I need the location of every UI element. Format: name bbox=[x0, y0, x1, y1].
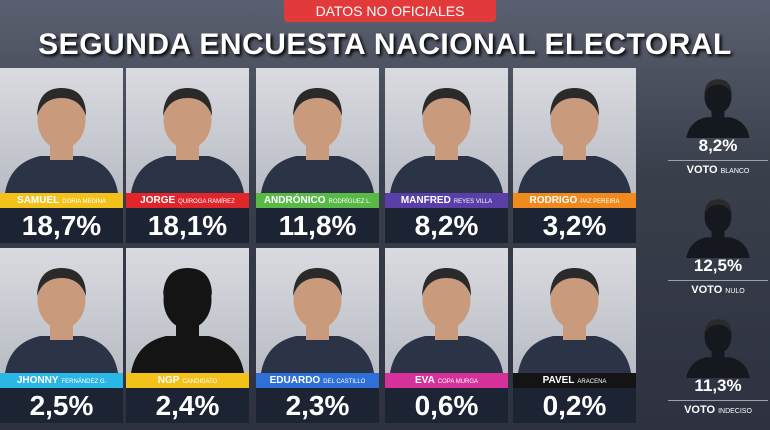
percent: 0,6% bbox=[385, 388, 508, 423]
percent: 18,7% bbox=[0, 208, 123, 243]
badge: DATOS NO OFICIALES bbox=[284, 0, 496, 22]
percent: 8,2% bbox=[385, 208, 508, 243]
other-vote: 11,3% VOTO INDECISO bbox=[668, 308, 768, 426]
photo bbox=[0, 248, 123, 373]
name-strip: NGP CANDIDATO bbox=[126, 373, 249, 388]
candidate-name: MANFRED bbox=[400, 195, 451, 206]
portrait bbox=[261, 268, 374, 373]
candidate-card: MANFRED REYES VILLA 8,2% bbox=[385, 68, 508, 243]
candidate-surname: PAZ PEREIRA bbox=[580, 199, 620, 205]
percent: 11,8% bbox=[256, 208, 379, 243]
candidate-card: RODRIGO PAZ PEREIRA 3,2% bbox=[513, 68, 636, 243]
portrait bbox=[686, 79, 750, 138]
name-strip: EVA COPA MURGA bbox=[385, 373, 508, 388]
candidate-name: ANDRÓNICO bbox=[263, 195, 326, 206]
percent: 18,1% bbox=[126, 208, 249, 243]
candidate-surname: DEL CASTILLO bbox=[323, 379, 366, 385]
percent: 2,4% bbox=[126, 388, 249, 423]
portrait bbox=[518, 88, 631, 193]
photo bbox=[385, 248, 508, 373]
candidate-surname: QUIROGA RAMÍREZ bbox=[178, 199, 235, 205]
name-strip: PAVEL ARACENA bbox=[513, 373, 636, 388]
name-strip: JHONNY FERNÁNDEZ G. bbox=[0, 373, 123, 388]
candidate-name: EDUARDO bbox=[269, 375, 321, 386]
percent: 2,5% bbox=[0, 388, 123, 423]
photo bbox=[0, 68, 123, 193]
candidate-surname: FERNÁNDEZ G. bbox=[61, 379, 107, 385]
vote-kind: NULO bbox=[725, 288, 745, 295]
percent: 2,3% bbox=[256, 388, 379, 423]
vote-kind: BLANCO bbox=[720, 168, 750, 175]
candidate-name: PAVEL bbox=[542, 375, 575, 386]
candidate-card: JHONNY FERNÁNDEZ G. 2,5% bbox=[0, 248, 123, 423]
candidate-name: JORGE bbox=[140, 195, 176, 206]
photo bbox=[513, 248, 636, 373]
vote-label: VOTO NULO bbox=[668, 280, 768, 296]
candidate-surname: REYES VILLA bbox=[453, 199, 493, 205]
candidate-card: JORGE QUIROGA RAMÍREZ 18,1% bbox=[126, 68, 249, 243]
silhouette bbox=[680, 188, 756, 258]
portrait bbox=[261, 88, 374, 193]
candidate-surname: DORIA MEDINA bbox=[62, 199, 106, 205]
portrait bbox=[131, 268, 244, 373]
percent: 3,2% bbox=[513, 208, 636, 243]
candidate-card: NGP CANDIDATO 2,4% bbox=[126, 248, 249, 423]
portrait bbox=[5, 88, 118, 193]
vote-word: VOTO bbox=[686, 164, 718, 176]
name-strip: ANDRÓNICO RODRÍGUEZ L. bbox=[256, 193, 379, 208]
vote-word: VOTO bbox=[691, 284, 723, 296]
photo bbox=[256, 248, 379, 373]
candidate-surname: CANDIDATO bbox=[182, 379, 218, 385]
percent: 0,2% bbox=[513, 388, 636, 423]
candidate-surname: COPA MURGA bbox=[437, 379, 479, 385]
photo bbox=[385, 68, 508, 193]
vote-kind: INDECISO bbox=[718, 408, 752, 415]
candidate-name: NGP bbox=[157, 375, 180, 386]
candidate-name: SAMUEL bbox=[17, 195, 60, 206]
name-strip: RODRIGO PAZ PEREIRA bbox=[513, 193, 636, 208]
percent: 11,3% bbox=[694, 376, 742, 395]
photo bbox=[126, 248, 249, 373]
portrait bbox=[686, 319, 750, 378]
candidate-name: RODRIGO bbox=[529, 195, 578, 206]
candidate-surname: ARACENA bbox=[577, 379, 607, 385]
name-strip: MANFRED REYES VILLA bbox=[385, 193, 508, 208]
candidate-card: ANDRÓNICO RODRÍGUEZ L. 11,8% bbox=[256, 68, 379, 243]
candidate-surname: RODRÍGUEZ L. bbox=[328, 199, 372, 205]
photo bbox=[256, 68, 379, 193]
other-vote: 12,5% VOTO NULO bbox=[668, 188, 768, 306]
vote-label: VOTO INDECISO bbox=[668, 400, 768, 416]
portrait bbox=[686, 199, 750, 258]
name-strip: EDUARDO DEL CASTILLO bbox=[256, 373, 379, 388]
portrait bbox=[5, 268, 118, 373]
percent: 8,2% bbox=[698, 136, 738, 155]
silhouette bbox=[680, 308, 756, 378]
name-strip: SAMUEL DORIA MEDINA bbox=[0, 193, 123, 208]
candidate-name: JHONNY bbox=[16, 375, 59, 386]
title: SEGUNDA ENCUESTA NACIONAL ELECTORAL bbox=[38, 28, 732, 61]
portrait bbox=[390, 88, 503, 193]
name-strip: JORGE QUIROGA RAMÍREZ bbox=[126, 193, 249, 208]
portrait bbox=[518, 268, 631, 373]
vote-label: VOTO BLANCO bbox=[668, 160, 768, 176]
portrait bbox=[390, 268, 503, 373]
candidate-name: EVA bbox=[414, 375, 435, 386]
candidate-card: EDUARDO DEL CASTILLO 2,3% bbox=[256, 248, 379, 423]
vote-word: VOTO bbox=[684, 404, 716, 416]
photo bbox=[126, 68, 249, 193]
candidate-card: EVA COPA MURGA 0,6% bbox=[385, 248, 508, 423]
silhouette bbox=[680, 68, 756, 138]
candidate-card: PAVEL ARACENA 0,2% bbox=[513, 248, 636, 423]
portrait bbox=[131, 88, 244, 193]
percent: 12,5% bbox=[693, 256, 743, 275]
other-vote: 8,2% VOTO BLANCO bbox=[668, 68, 768, 186]
photo bbox=[513, 68, 636, 193]
candidate-card: SAMUEL DORIA MEDINA 18,7% bbox=[0, 68, 123, 243]
